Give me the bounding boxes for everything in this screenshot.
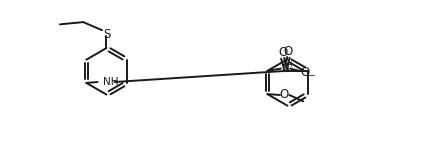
Text: +: + [287, 60, 294, 69]
Text: O: O [284, 45, 293, 58]
Text: N: N [282, 64, 290, 74]
Text: S: S [103, 28, 110, 41]
Text: NH: NH [103, 77, 119, 87]
Text: O: O [278, 46, 287, 58]
Text: −: − [308, 70, 315, 79]
Text: O: O [280, 88, 289, 102]
Text: O: O [300, 66, 310, 79]
